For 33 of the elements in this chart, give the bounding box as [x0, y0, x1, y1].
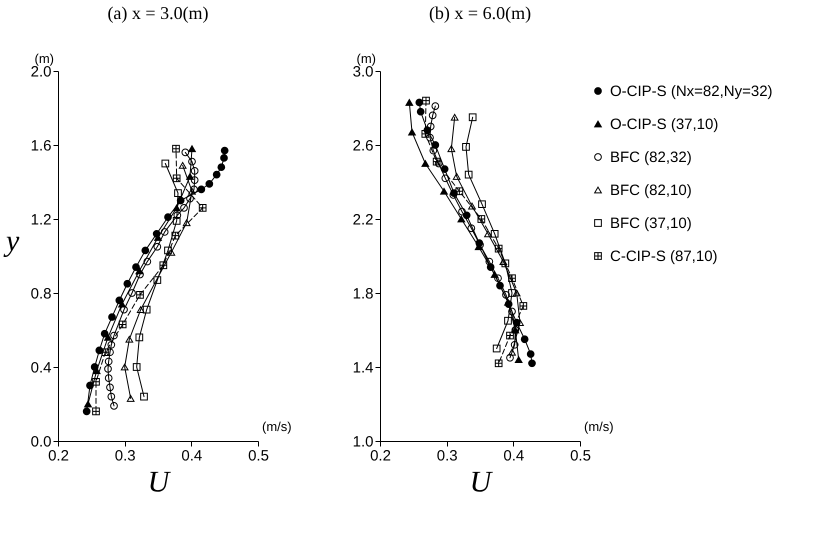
x-tick-label: 0.3: [436, 448, 458, 464]
legend-label: BFC (37,10): [610, 215, 692, 232]
text: (m): [34, 51, 54, 66]
chart-title: (a) x = 3.0(m): [107, 3, 209, 23]
y-tick-label: 2.2: [352, 212, 374, 228]
legend-label: O-CIP-S (Nx=82,Ny=32): [610, 83, 773, 100]
x-tick-label: 0.5: [248, 448, 269, 464]
chart-title: (b) x = 6.0(m): [428, 3, 532, 23]
text: (m): [356, 51, 376, 66]
legend-label: C-CIP-S (87,10): [610, 248, 718, 265]
y-tick-label: 1.6: [30, 138, 52, 154]
y-tick-label: 2.6: [352, 138, 374, 154]
x-tick-label: 0.4: [181, 448, 202, 464]
y-tick-label: 1.0: [352, 434, 374, 450]
y-tick-label: 0.4: [30, 360, 52, 376]
y-tick-label: 1.2: [30, 212, 52, 228]
text: (m/s): [584, 419, 614, 434]
text: (m/s): [262, 419, 292, 434]
x-tick-label: 0.3: [114, 448, 136, 464]
x-tick-label: 0.5: [570, 448, 591, 464]
y-tick-label: 1.4: [352, 360, 374, 376]
legend-label: BFC (82,10): [610, 182, 692, 199]
legend-label: O-CIP-S (37,10): [610, 116, 718, 133]
y-tick-label: 0.8: [30, 286, 52, 302]
x-axis-title: U: [470, 466, 494, 498]
x-tick-label: 0.2: [48, 448, 69, 464]
legend-label: BFC (82,32): [610, 149, 692, 166]
y-tick-label: 0.0: [30, 434, 52, 450]
y-axis-title: y: [2, 224, 20, 258]
x-axis-title: U: [148, 466, 172, 498]
y-tick-label: 1.8: [352, 286, 374, 302]
x-tick-label: 0.2: [370, 448, 391, 464]
x-tick-label: 0.4: [503, 448, 524, 464]
